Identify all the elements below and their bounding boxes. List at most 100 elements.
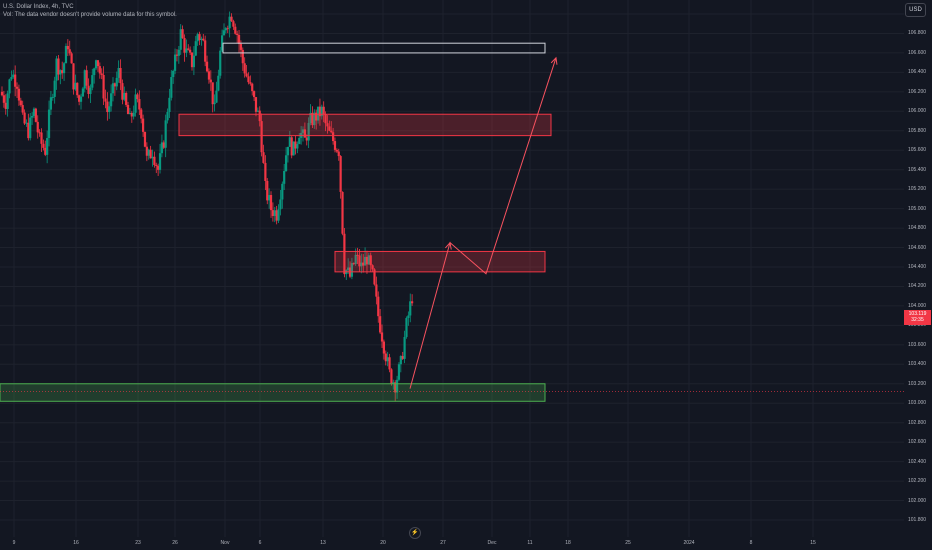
candle-body — [42, 143, 45, 148]
candle-body — [194, 41, 197, 56]
candle-body — [339, 156, 342, 192]
candle-body — [269, 195, 273, 211]
candle-body — [160, 142, 164, 154]
currency-button[interactable]: USD — [905, 3, 926, 17]
candle-body — [166, 111, 169, 121]
price-tick: 106.600 — [908, 49, 927, 56]
candle-body — [128, 112, 132, 115]
candle-body — [377, 296, 380, 317]
chart-pane[interactable]: U.S. Dollar Index, 4h, TVC Vol: The data… — [0, 0, 904, 537]
candle-body — [202, 38, 205, 41]
candle-body — [254, 97, 258, 112]
candle-body — [407, 315, 410, 319]
candle-body — [81, 88, 84, 97]
candle-body — [27, 122, 30, 139]
candle-body — [198, 34, 201, 41]
candle-body — [143, 131, 147, 147]
candle-body — [288, 137, 291, 147]
candle-body — [247, 76, 250, 83]
candle-body — [179, 29, 182, 50]
candle-body — [190, 52, 194, 68]
candle-body — [70, 53, 73, 64]
candle-body — [15, 86, 19, 89]
candle-body — [66, 45, 69, 50]
price-tick: 103.600 — [908, 341, 927, 348]
candle-body — [44, 147, 47, 155]
candle-body — [158, 153, 162, 170]
candle-body — [268, 195, 271, 201]
time-axis[interactable]: 9 16 23 26 Nov 6 13 20 27 Dec 11 18 25 2024 8 15 — [0, 537, 904, 550]
candle-body — [395, 379, 399, 393]
candle-body — [140, 109, 143, 119]
candle-body — [100, 73, 103, 76]
time-tick: 23 — [135, 540, 141, 546]
candle-body — [64, 45, 68, 64]
price-tick: 105.600 — [908, 147, 927, 154]
candle-body — [284, 155, 288, 172]
candle-body — [196, 34, 199, 42]
price-tick: 102.400 — [908, 458, 927, 465]
candle-body — [138, 99, 141, 110]
time-tick: 20 — [380, 540, 386, 546]
candle-body — [110, 93, 113, 107]
candle-body — [4, 102, 7, 109]
candle-body — [126, 104, 130, 115]
price-tick: 105.800 — [908, 127, 927, 134]
price-tick: 102.000 — [908, 497, 927, 504]
candle-body — [219, 50, 222, 76]
candle-body — [94, 60, 98, 69]
candle-body — [192, 55, 195, 68]
candle-body — [0, 91, 4, 96]
candle-body — [155, 164, 158, 166]
candle-body — [252, 91, 256, 98]
candle-body — [354, 254, 357, 265]
candle-body — [347, 267, 350, 271]
candle-body — [343, 233, 346, 275]
lightning-icon[interactable]: ⚡ — [409, 527, 421, 539]
candle-body — [89, 87, 92, 94]
current-price-tag: 103.119 32:35 — [904, 310, 931, 325]
bar-countdown: 32:35 — [911, 317, 924, 323]
chart-canvas[interactable] — [0, 0, 904, 537]
candle-body — [286, 146, 290, 156]
price-tick: 102.200 — [908, 478, 927, 485]
chart-legend: U.S. Dollar Index, 4h, TVC Vol: The data… — [3, 3, 177, 19]
candle-body — [322, 106, 325, 115]
candle-body — [61, 70, 64, 74]
price-tick: 106.200 — [908, 88, 927, 95]
candle-body — [266, 180, 269, 201]
candle-body — [153, 156, 156, 165]
candle-body — [102, 75, 105, 99]
candle-body — [25, 122, 28, 124]
candle-body — [326, 123, 329, 127]
candle-body — [403, 336, 406, 359]
candle-body — [85, 70, 88, 86]
time-tick: Nov — [220, 540, 230, 546]
candle-body — [360, 262, 363, 267]
candle-body — [277, 209, 280, 221]
price-axis[interactable]: 107.000106.800106.600106.400106.200106.0… — [904, 0, 932, 537]
candle-body — [315, 112, 318, 121]
arrow-head-2 — [550, 56, 558, 65]
candle-body — [298, 137, 301, 144]
price-tick: 106.800 — [908, 30, 927, 37]
candle-body — [222, 30, 226, 36]
price-tick: 106.400 — [908, 69, 927, 76]
candle-body — [181, 29, 184, 39]
candle-body — [283, 171, 286, 184]
symbol-title: U.S. Dollar Index, 4h, TVC — [3, 4, 74, 10]
white-zone — [222, 42, 546, 54]
time-tick: 25 — [625, 540, 631, 546]
candle-body — [51, 96, 54, 98]
candle-body — [34, 108, 37, 122]
time-tick: 13 — [320, 540, 326, 546]
candle-body — [373, 269, 376, 285]
candle-body — [10, 77, 13, 80]
candle-body — [14, 74, 17, 87]
candle-body — [234, 26, 237, 34]
candle-body — [307, 122, 310, 141]
candle-body — [399, 356, 402, 365]
candle-body — [168, 97, 171, 112]
candle-body — [258, 110, 261, 122]
candle-body — [221, 35, 224, 51]
